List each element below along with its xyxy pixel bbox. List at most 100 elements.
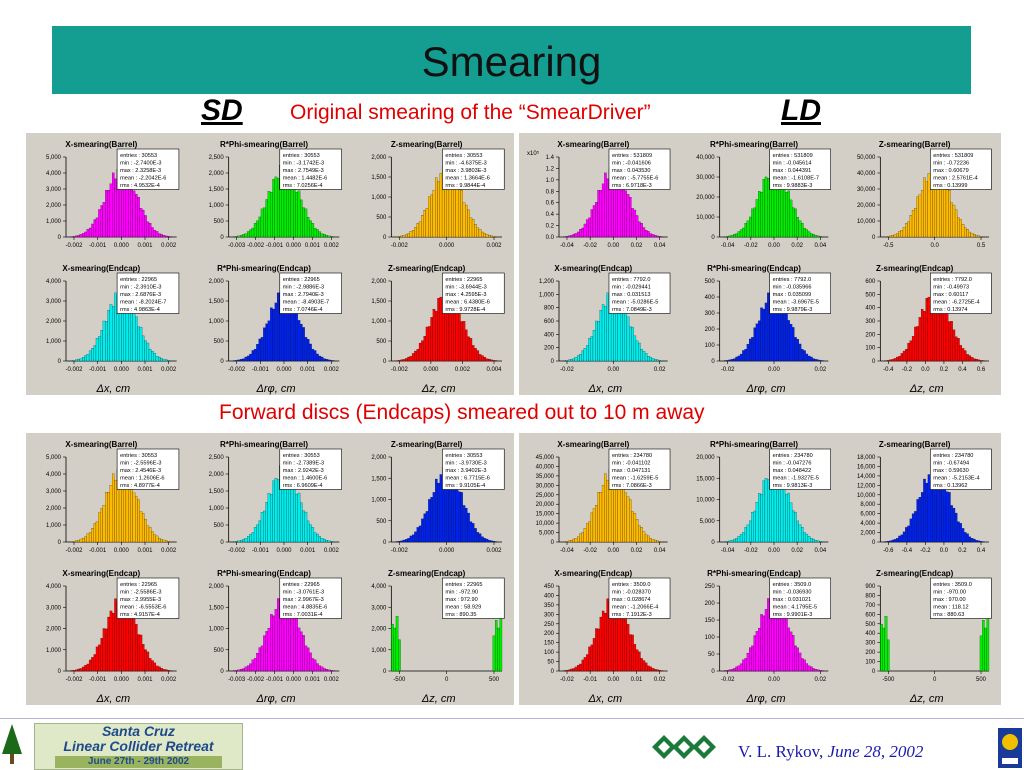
- histogram-bar: [749, 648, 751, 671]
- histogram-bar: [161, 234, 163, 237]
- histogram-bar: [89, 228, 91, 237]
- histogram-bar: [87, 664, 89, 671]
- histogram-bar: [328, 670, 330, 671]
- histogram-bar: [298, 191, 300, 237]
- histogram-bar: [808, 356, 810, 361]
- histogram-bar: [401, 236, 403, 237]
- histogram-bar: [73, 670, 75, 671]
- stats-line: rms : 9.9879E-3: [773, 307, 813, 313]
- histogram-bar: [238, 670, 240, 671]
- histogram-bar: [131, 618, 133, 671]
- histogram-bar: [161, 668, 163, 671]
- stats-line: mean : 1.3664E-6: [445, 176, 489, 182]
- x-tick-label: 0.001: [137, 243, 153, 249]
- y-tick-label: 10,000: [536, 521, 555, 527]
- histogram-bar: [105, 321, 107, 361]
- histogram-bar: [894, 539, 896, 542]
- histogram-bar: [484, 538, 486, 542]
- x-tick-label: -0.002: [65, 548, 83, 554]
- stats-line: entries : 7792.0: [933, 277, 972, 283]
- histogram-bar: [740, 230, 742, 237]
- histogram-bar: [407, 233, 409, 237]
- histogram-bar: [643, 227, 645, 237]
- histogram-bar: [659, 236, 661, 237]
- histogram-bar: [806, 229, 808, 237]
- histogram-bar: [962, 224, 964, 237]
- x-tick-label: -0.002: [228, 367, 246, 373]
- histogram-bar: [396, 541, 398, 542]
- y-tick-label: 1,000: [46, 648, 62, 654]
- y-tick-label: 2,000: [209, 584, 225, 590]
- histogram-bar: [645, 230, 647, 237]
- histogram-bar: [754, 511, 756, 542]
- histogram-bar: [641, 349, 643, 361]
- histogram-bar: [607, 293, 609, 361]
- histogram-bar: [914, 327, 916, 361]
- histogram-bar: [112, 613, 114, 671]
- histogram-bar: [151, 532, 153, 542]
- y-tick-label: 1,500: [209, 299, 225, 305]
- y-tick-label: 2,000: [860, 531, 876, 537]
- histogram-bar: [296, 192, 298, 237]
- histogram-bar: [817, 670, 819, 671]
- histogram-bar: [323, 668, 325, 671]
- histogram-bar: [156, 666, 158, 671]
- histogram-bar: [957, 522, 959, 542]
- histogram-bar: [91, 528, 93, 542]
- histogram-bar: [736, 357, 738, 361]
- histogram-bar: [917, 326, 919, 361]
- x-tick-label: -0.003: [228, 243, 246, 249]
- histogram-bar: [898, 356, 900, 361]
- axis-label: Δz, cm: [909, 693, 944, 705]
- histogram-bar: [980, 236, 982, 237]
- histogram-bar: [259, 339, 261, 361]
- histogram-bar: [428, 326, 430, 361]
- histogram-bar: [964, 228, 966, 237]
- histogram-bar: [575, 233, 577, 237]
- histogram-bar: [154, 535, 156, 542]
- histogram-bar: [108, 190, 110, 237]
- histogram-bar: [969, 232, 971, 237]
- y-tick-label: 2,000: [371, 279, 387, 285]
- histogram-bar: [575, 538, 577, 542]
- y-tick-label: 1,000: [539, 292, 555, 298]
- stats-line: rms : 9.9813E-3: [773, 483, 813, 489]
- histogram-bar: [887, 236, 889, 237]
- histogram-bar: [326, 669, 328, 671]
- histogram-bar: [905, 349, 907, 361]
- y-tick-label: 200: [705, 327, 716, 333]
- stats-line: max : 0.031021: [773, 597, 812, 603]
- histogram-bar: [151, 351, 153, 361]
- histogram-bar: [156, 356, 158, 361]
- histogram-bar: [321, 667, 323, 671]
- sd-label: SD: [201, 94, 243, 128]
- y-tick-label: 100: [865, 346, 876, 352]
- stats-line: entries : 22965: [445, 582, 482, 588]
- histogram-bar: [889, 360, 891, 361]
- histogram-plot: Z-smearing(Endcap)2,0001,5001,0005000-0.…: [371, 264, 504, 373]
- histogram-bar: [740, 354, 742, 361]
- histogram-bar: [955, 513, 957, 542]
- x-tick-label: 0.02: [654, 367, 666, 373]
- histogram-bar: [975, 359, 977, 361]
- histogram-bar: [472, 219, 474, 237]
- stats-line: entries : 22965: [445, 277, 482, 283]
- histogram-bar: [328, 360, 330, 361]
- histogram-bar: [885, 236, 887, 237]
- histogram-title: R*Phi-smearing(Endcap): [217, 264, 311, 273]
- histogram-bar: [261, 209, 263, 237]
- histogram-bar: [440, 173, 442, 237]
- histogram-bar: [140, 208, 142, 237]
- y-tick-label: 400: [865, 306, 876, 312]
- x-tick-label: 0.04: [654, 548, 666, 554]
- histogram-bar: [89, 351, 91, 361]
- histogram-bar: [819, 236, 821, 237]
- histogram-bar: [401, 360, 403, 361]
- histogram-bar: [465, 330, 467, 361]
- x-tick-label: -0.02: [560, 677, 574, 683]
- stats-line: max : 2.7940E-3: [283, 292, 324, 298]
- y-tick-label: 0.2: [546, 224, 555, 230]
- stats-line: rms : 7.0746E-4: [283, 307, 323, 313]
- stats-line: entries : 3509.0: [933, 582, 972, 588]
- histogram-bar: [595, 321, 597, 361]
